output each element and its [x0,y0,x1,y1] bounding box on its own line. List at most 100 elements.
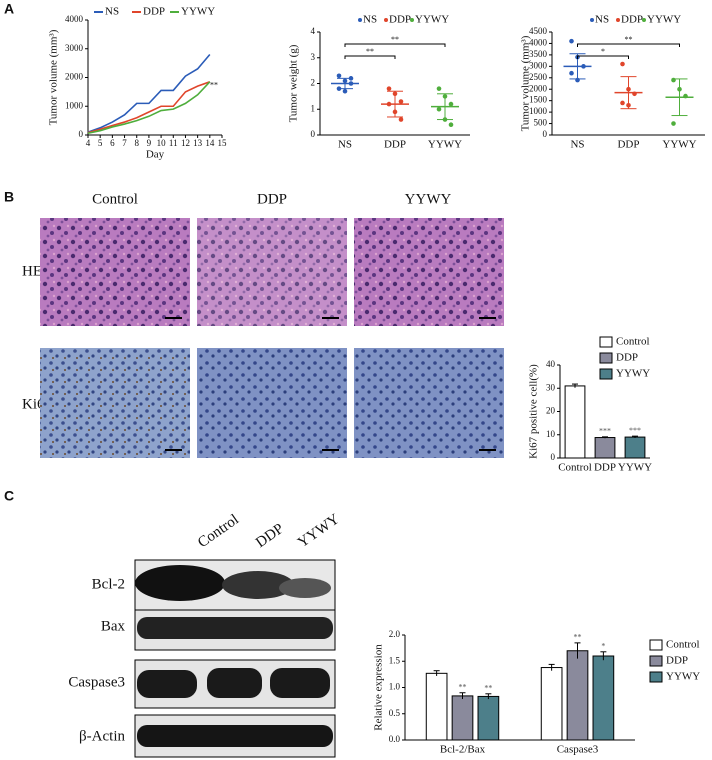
x-tick-label: 8 [134,138,139,148]
x-tick-label: 12 [181,138,190,148]
annotation: ** [210,81,218,90]
significance: ** [574,633,582,642]
legend-label: Control [666,639,700,651]
series-line [87,81,211,135]
legend-label: DDP [666,655,688,667]
y-tick-label: 500 [534,118,548,128]
y-tick-label: 1000 [65,100,84,110]
significance: *** [629,426,641,435]
x-tick-label: Control [558,462,592,474]
panel-label: C [4,488,14,504]
ki67-image [197,348,347,458]
x-tick-label: 13 [193,138,203,148]
y-tick-label: 2 [311,78,316,88]
x-tick-label: DDP [594,462,616,474]
y-tick-label: 1500 [529,95,548,105]
y-tick-label: 4500 [529,26,548,36]
blot-row-label: β-Actin [79,728,125,744]
he-image [197,218,347,326]
y-tick-label: 3000 [65,43,84,53]
x-tick-label: 4 [86,138,91,148]
significance: ** [484,684,492,693]
y-tick-label: 2500 [529,72,548,82]
y-tick-label: 0.0 [389,734,401,744]
data-point [342,88,348,94]
panel-label: B [4,189,14,205]
significance: *** [599,427,611,436]
legend-swatch [358,18,362,22]
bracket-label: ** [391,35,399,44]
data-point [336,73,342,79]
x-tick-label: YYWY [662,139,696,151]
legend-label: YYWY [647,14,681,26]
bracket [577,55,629,59]
bar [566,650,589,741]
significance: * [601,642,605,651]
x-tick-label: DDP [384,139,406,151]
y-axis-label: Ki67 positive cell(%) [528,364,540,459]
legend-swatch [410,18,414,22]
legend-swatch [649,639,663,651]
x-tick-label: 15 [218,138,228,148]
data-point [620,100,625,106]
he-image [354,218,504,326]
legend-swatch [649,655,663,667]
column-label: DDP [257,191,287,207]
x-axis-label: Day [146,149,165,161]
x-tick-label: 5 [98,138,103,148]
series-line [87,81,211,134]
y-tick-label: 0 [543,129,548,139]
x-tick-label: NS [570,139,584,151]
y-tick-label: 20 [546,406,556,416]
data-point [620,61,625,67]
x-tick-label: DDP [617,139,639,151]
y-axis-label: Tumor volume (mm³) [520,35,532,131]
bar [592,655,615,741]
x-tick-label: YYWY [618,462,652,474]
y-tick-label: 30 [546,382,556,392]
legend-label: YYWY [666,671,700,683]
bracket [344,43,446,47]
blot-image [134,559,336,758]
legend-label: NS [595,14,609,26]
x-tick-label: 7 [122,138,127,148]
blot-column-label: Control [195,512,242,551]
bracket [577,43,680,47]
bar [425,672,448,741]
x-tick-label: 11 [169,138,178,148]
data-point [398,117,404,122]
data-point [569,70,574,76]
y-tick-label: 40 [546,359,556,369]
legend-label: YYWY [181,6,215,18]
row-label: HE [22,263,42,279]
x-tick-label: Bcl-2/Bax [440,744,486,756]
column-label: Control [92,191,138,207]
bar [564,385,586,459]
legend-swatch [384,18,388,22]
x-tick-label: YYWY [428,139,462,151]
bracket-label: ** [625,35,633,44]
y-tick-label: 4000 [65,14,84,24]
legend-swatch [649,671,663,683]
ki67-image [354,348,504,458]
bar [624,436,646,459]
bar [477,695,500,741]
y-tick-label: 1.5 [389,655,401,665]
x-tick-label: Caspase3 [557,744,599,756]
x-tick-label: 6 [110,138,115,148]
y-tick-label: 1.0 [389,682,401,692]
bracket-label: ** [366,47,374,56]
legend-label: DDP [143,6,165,18]
y-axis-label: Tumor volume (mm³) [48,29,60,125]
data-point [448,101,454,107]
data-point [569,38,574,44]
y-tick-label: 0.5 [389,708,401,718]
panel-label: A [4,1,14,17]
bracket-label: * [601,47,605,56]
y-axis-label: Tumor weight (g) [288,44,300,122]
column-label: YYWY [405,191,452,207]
y-tick-label: 3500 [529,49,548,59]
x-tick-label: 10 [157,138,167,148]
data-point [398,99,404,104]
